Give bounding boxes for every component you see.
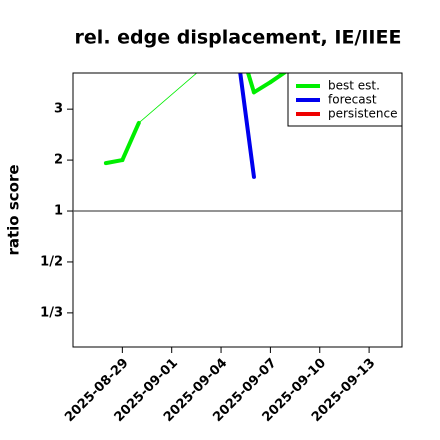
series-segment — [138, 73, 198, 124]
plot-frame — [72, 72, 403, 348]
y-tick-label: 1/2 — [40, 254, 63, 269]
series-segment — [103, 158, 125, 166]
plot-area — [103, 73, 288, 179]
y-tick-label: 1/3 — [40, 305, 63, 320]
series-segment — [246, 73, 256, 95]
series-segment — [238, 73, 256, 179]
legend-label: persistence — [328, 107, 397, 121]
legend-label: forecast — [328, 93, 377, 107]
series-segment — [120, 120, 141, 163]
y-tick-label: 3 — [54, 102, 63, 117]
y-tick-label: 2 — [54, 153, 63, 168]
series-segment — [268, 73, 288, 85]
chart-title: rel. edge displacement, IE/IIEE — [75, 27, 402, 49]
series-segment — [251, 80, 273, 95]
y-axis-label: ratio score — [5, 164, 23, 255]
legend-label: best est. — [328, 79, 380, 93]
y-tick-label: 1 — [54, 204, 63, 219]
